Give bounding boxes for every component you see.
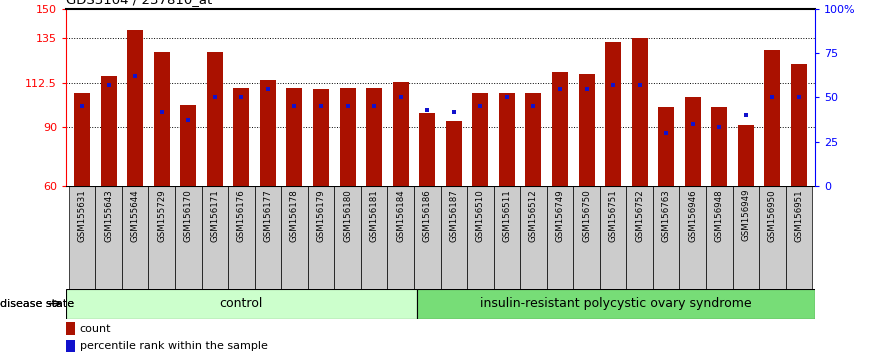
Text: GSM156181: GSM156181 <box>370 189 379 242</box>
Bar <box>765 50 781 186</box>
Bar <box>574 186 600 289</box>
Bar <box>467 186 493 289</box>
Bar <box>393 82 409 186</box>
Bar <box>122 186 148 289</box>
Bar <box>446 121 462 186</box>
Text: GSM156187: GSM156187 <box>449 189 458 242</box>
Bar <box>499 93 515 186</box>
Bar <box>472 93 488 186</box>
Bar <box>679 186 706 289</box>
Bar <box>711 107 728 186</box>
Bar <box>520 186 547 289</box>
Bar <box>181 105 196 186</box>
Text: GSM156950: GSM156950 <box>768 189 777 241</box>
Text: GSM156170: GSM156170 <box>184 189 193 242</box>
Bar <box>127 30 143 186</box>
Bar <box>579 74 595 186</box>
Bar <box>759 186 786 289</box>
Bar <box>66 322 75 335</box>
Bar <box>658 107 674 186</box>
Bar <box>547 186 574 289</box>
Bar <box>66 340 75 352</box>
Bar <box>525 93 542 186</box>
Text: disease state: disease state <box>0 298 74 309</box>
Text: GSM156176: GSM156176 <box>237 189 246 242</box>
Text: GSM156752: GSM156752 <box>635 189 644 242</box>
Bar <box>307 186 334 289</box>
Bar <box>207 52 223 186</box>
Text: GSM155644: GSM155644 <box>130 189 139 242</box>
Bar <box>233 87 249 186</box>
Bar <box>552 72 568 186</box>
Bar <box>417 289 815 319</box>
Text: GSM156751: GSM156751 <box>609 189 618 242</box>
Text: control: control <box>219 297 263 310</box>
Bar <box>66 289 417 319</box>
Bar <box>228 186 255 289</box>
Text: GSM156511: GSM156511 <box>502 189 511 242</box>
Bar <box>419 113 435 186</box>
Text: GSM156949: GSM156949 <box>742 189 751 241</box>
Text: GSM156510: GSM156510 <box>476 189 485 242</box>
Bar <box>260 80 276 186</box>
Text: GSM156186: GSM156186 <box>423 189 432 242</box>
Bar <box>653 186 679 289</box>
Text: GSM156177: GSM156177 <box>263 189 272 242</box>
Bar <box>339 87 356 186</box>
Bar <box>95 186 122 289</box>
Text: GSM156512: GSM156512 <box>529 189 538 242</box>
Text: GSM156184: GSM156184 <box>396 189 405 242</box>
Bar <box>202 186 228 289</box>
Bar <box>706 186 733 289</box>
Bar <box>600 186 626 289</box>
Bar <box>153 52 170 186</box>
Bar <box>738 125 754 186</box>
Bar <box>175 186 202 289</box>
Text: GSM156171: GSM156171 <box>211 189 219 242</box>
Text: GSM156180: GSM156180 <box>343 189 352 242</box>
Text: disease state: disease state <box>0 298 74 309</box>
Bar <box>493 186 520 289</box>
Bar <box>100 76 116 186</box>
Text: GSM155643: GSM155643 <box>104 189 113 242</box>
Text: GSM156948: GSM156948 <box>714 189 724 241</box>
Bar <box>69 186 95 289</box>
Text: GSM156946: GSM156946 <box>688 189 697 241</box>
Bar <box>361 186 388 289</box>
Text: GSM156749: GSM156749 <box>556 189 565 241</box>
Text: GSM155729: GSM155729 <box>157 189 167 241</box>
Bar <box>626 186 653 289</box>
Bar <box>366 87 382 186</box>
Bar <box>281 186 307 289</box>
Text: count: count <box>79 324 111 333</box>
Text: GSM156178: GSM156178 <box>290 189 299 242</box>
Bar <box>255 186 281 289</box>
Bar <box>685 97 700 186</box>
Text: GSM156179: GSM156179 <box>316 189 325 241</box>
Bar <box>74 93 90 186</box>
Bar <box>334 186 361 289</box>
Bar <box>313 90 329 186</box>
Text: GSM156750: GSM156750 <box>582 189 591 242</box>
Bar <box>440 186 467 289</box>
Bar <box>791 64 807 186</box>
Bar <box>632 38 648 186</box>
Bar <box>148 186 175 289</box>
Text: GSM156763: GSM156763 <box>662 189 670 242</box>
Bar <box>388 186 414 289</box>
Text: insulin-resistant polycystic ovary syndrome: insulin-resistant polycystic ovary syndr… <box>480 297 751 310</box>
Text: GSM155631: GSM155631 <box>78 189 86 242</box>
Text: GDS3104 / 237810_at: GDS3104 / 237810_at <box>66 0 212 6</box>
Bar <box>786 186 812 289</box>
Bar <box>286 87 302 186</box>
Bar <box>733 186 759 289</box>
Text: GSM156951: GSM156951 <box>795 189 803 241</box>
Bar <box>414 186 440 289</box>
Text: percentile rank within the sample: percentile rank within the sample <box>79 341 268 351</box>
Bar <box>605 42 621 186</box>
